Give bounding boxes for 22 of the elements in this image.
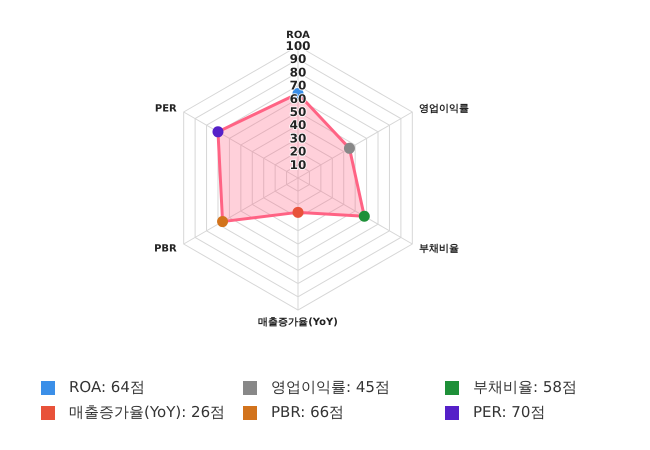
spoke-label: 부채비율 <box>419 244 460 255</box>
text: PBR: 66점 <box>271 403 344 422</box>
y-tick-label: 70 <box>290 78 306 93</box>
y-tick-label: 90 <box>290 52 306 66</box>
text: 부채비율: 58점 <box>473 378 577 397</box>
y-tick-label: 100 <box>285 39 311 53</box>
spoke-label: 영업이익률 <box>419 104 470 115</box>
y-tick-label: 20 <box>290 144 306 159</box>
spoke-label: 매출증가율(YoY) <box>258 317 338 328</box>
y-tick-label: 50 <box>290 105 306 119</box>
y-tick-label: 60 <box>290 92 306 106</box>
text: ROA: 64점 <box>69 378 145 397</box>
spoke-label: PBR <box>154 244 178 255</box>
text: 매출증가율(YoY): 26점 <box>69 403 226 422</box>
y-tick-label: 80 <box>290 65 306 80</box>
spoke-label: ROA <box>286 30 310 41</box>
text: PER: 70점 <box>473 403 546 422</box>
text: 영업이익률: 45점 <box>271 378 390 397</box>
spoke-label: PER <box>154 104 178 115</box>
y-tick-label: 30 <box>290 131 306 146</box>
y-tick-label: 40 <box>290 118 306 132</box>
y-tick-label: 10 <box>290 158 306 172</box>
